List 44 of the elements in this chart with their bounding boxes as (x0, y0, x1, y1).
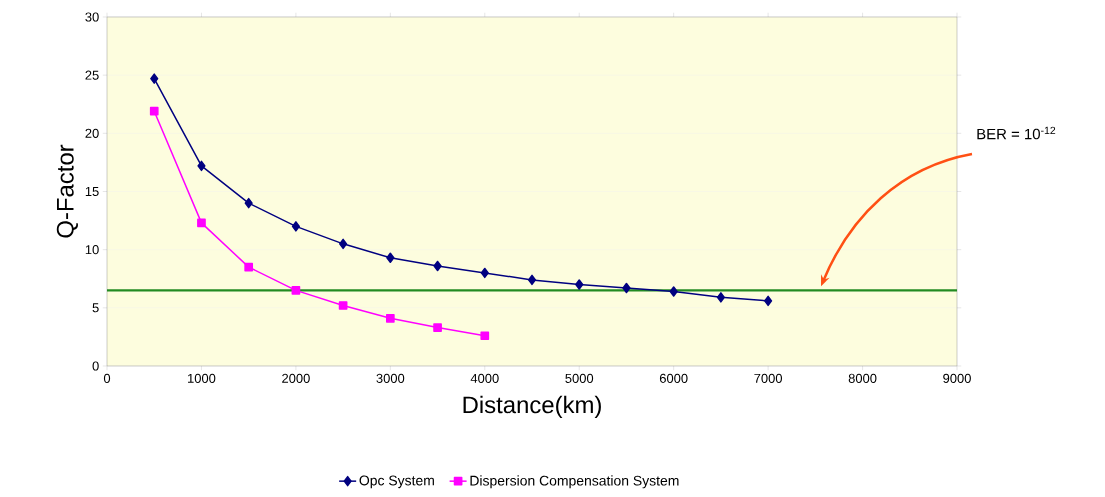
point (149, 106, 159, 116)
point (291, 221, 301, 232)
x-tick-label: 9000 (943, 373, 971, 383)
y-tick-label: 20 (85, 128, 99, 138)
y-tick-label: 30 (85, 12, 99, 22)
point (433, 323, 442, 332)
y-axis-title: Q-Factor (56, 144, 78, 238)
point (480, 331, 490, 341)
y-tick-label: 15 (85, 186, 99, 196)
y-tick-label: 25 (85, 70, 99, 80)
text: BER = 10$^{-12}$ (977, 126, 1056, 140)
point (244, 197, 253, 209)
x-tick-label: 6000 (659, 373, 688, 383)
point (386, 313, 395, 323)
x-tick-label: 7000 (754, 373, 783, 383)
x-axis-title: Distance(km) (463, 395, 601, 419)
point (338, 301, 348, 310)
point (244, 262, 254, 272)
legend-label: Dispersion Compensation System (470, 475, 679, 489)
point (480, 267, 489, 279)
x-tick-label: 5000 (565, 373, 594, 383)
point (575, 279, 584, 290)
point (527, 274, 537, 286)
point (291, 286, 301, 295)
point (150, 73, 159, 84)
point (669, 286, 678, 297)
point (433, 260, 442, 272)
y-tick-label: 10 (85, 245, 99, 255)
x-tick-label: 1000 (188, 373, 216, 383)
x-tick-label: 3000 (376, 373, 405, 383)
point (339, 238, 348, 250)
x-tick-label: 4000 (470, 373, 499, 383)
y-tick-label: 5 (92, 303, 99, 313)
x-tick-label: 8000 (848, 373, 877, 383)
point (622, 282, 631, 294)
legend-label: Opc System (359, 475, 434, 489)
x-tick-label: 0 (103, 373, 111, 383)
point (197, 160, 206, 172)
point (763, 295, 773, 307)
x-tick-label: 2000 (282, 373, 310, 383)
point (716, 292, 726, 303)
point (197, 218, 206, 228)
point (386, 252, 395, 264)
y-tick-label: 0 (92, 361, 99, 371)
